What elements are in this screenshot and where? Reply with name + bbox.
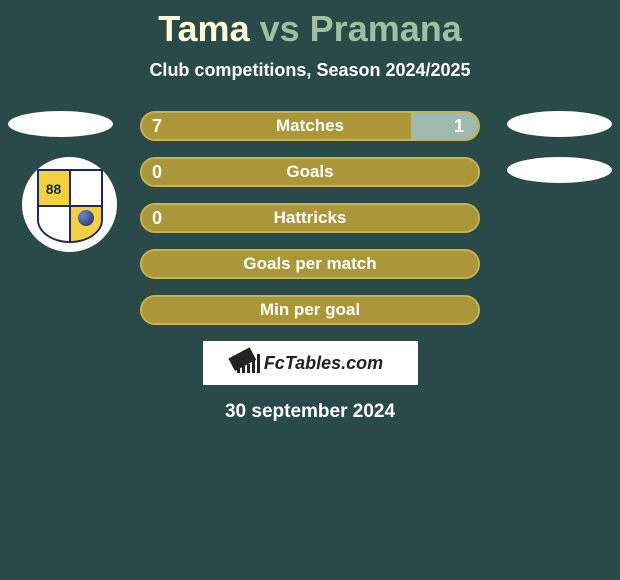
- bar-left-fill: [142, 113, 411, 139]
- bar-left-fill: [142, 297, 478, 323]
- vs-text: vs: [260, 8, 300, 49]
- bar-track: [140, 203, 480, 233]
- bar-value-left: 0: [152, 203, 162, 233]
- bar-left-fill: [142, 205, 478, 231]
- chart-icon: [237, 353, 260, 373]
- bar-row: Goals0: [0, 157, 620, 187]
- bar-right-fill: [411, 113, 478, 139]
- bar-track: [140, 295, 480, 325]
- bar-value-left: 0: [152, 157, 162, 187]
- subtitle: Club competitions, Season 2024/2025: [0, 60, 620, 81]
- bar-track: [140, 249, 480, 279]
- watermark-text: FcTables.com: [264, 353, 383, 374]
- bar-left-fill: [142, 159, 478, 185]
- bar-row: Matches71: [0, 111, 620, 141]
- player1-name: Tama: [158, 8, 249, 49]
- bar-left-fill: [142, 251, 478, 277]
- bar-track: [140, 157, 480, 187]
- date-text: 30 september 2024: [0, 401, 620, 423]
- page-title: Tama vs Pramana: [0, 0, 620, 52]
- watermark: FcTables.com: [203, 341, 418, 385]
- bar-row: Goals per match: [0, 249, 620, 279]
- comparison-bars: 88 Matches71Goals0Hattricks0Goals per ma…: [0, 111, 620, 325]
- bar-value-left: 7: [152, 111, 162, 141]
- bar-row: Hattricks0: [0, 203, 620, 233]
- player2-name: Pramana: [310, 8, 462, 49]
- bar-track: [140, 111, 480, 141]
- bar-value-right: 1: [454, 111, 464, 141]
- bar-row: Min per goal: [0, 295, 620, 325]
